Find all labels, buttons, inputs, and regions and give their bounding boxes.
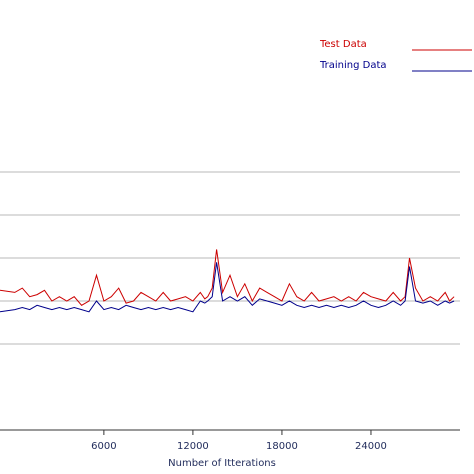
series-line-test-data xyxy=(0,249,455,306)
grid-lines xyxy=(0,171,460,345)
x-tick-label: 18000 xyxy=(266,441,298,452)
x-tick-label: 6000 xyxy=(91,441,116,452)
legend: Test Data Training Data xyxy=(319,39,472,72)
legend-label: Training Data xyxy=(319,60,387,71)
x-axis: 6000 12000 18000 24000 xyxy=(0,429,460,452)
series-line-training-data xyxy=(0,262,455,313)
series-lines xyxy=(0,249,455,313)
legend-label: Test Data xyxy=(319,39,367,50)
x-axis-title: Number of Itterations xyxy=(168,458,276,469)
x-tick-label: 24000 xyxy=(355,441,387,452)
x-tick-label: 12000 xyxy=(177,441,209,452)
